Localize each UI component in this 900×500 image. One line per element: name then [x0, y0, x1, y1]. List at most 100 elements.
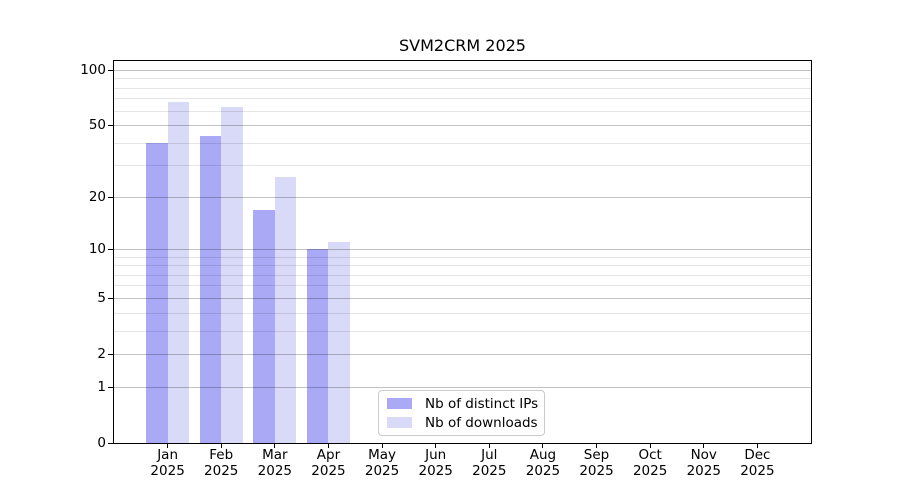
gridline-major	[114, 69, 811, 71]
x-tick-mark	[167, 443, 169, 448]
x-tick-year: 2025	[686, 462, 721, 479]
gridline-major	[114, 386, 811, 388]
bar-distinct-ips-feb	[199, 135, 222, 443]
y-tick-mark	[108, 297, 113, 299]
x-tick-month: Dec	[744, 447, 771, 463]
x-tick-label: Aug 2025	[513, 447, 573, 479]
gridlines-layer	[114, 61, 811, 443]
gridline-minor	[114, 87, 811, 89]
bar-distinct-ips-jan	[146, 143, 168, 443]
x-tick-year: 2025	[204, 462, 239, 479]
y-tick-mark	[108, 124, 113, 126]
bar-distinct-ips-mar	[253, 209, 275, 443]
legend-item-distinct-ips: Nb of distinct IPs	[387, 395, 539, 412]
x-tick-mark	[756, 443, 758, 448]
y-tick-mark	[108, 442, 113, 444]
bar-distinct-ips-apr	[307, 249, 329, 443]
gridline-major	[114, 196, 811, 198]
gridline-major	[114, 353, 811, 355]
legend-swatch-downloads	[387, 417, 412, 428]
gridline-major	[114, 248, 811, 250]
x-tick-mark	[381, 443, 383, 448]
gridline-minor	[114, 256, 811, 258]
x-tick-month: Jul	[481, 447, 498, 463]
legend-swatch-distinct-ips	[387, 398, 412, 409]
x-tick-mark	[542, 443, 544, 448]
x-tick-label: Jan 2025	[138, 447, 198, 479]
y-tick-label: 1	[97, 379, 106, 396]
x-tick-month: May	[368, 447, 397, 463]
x-tick-year: 2025	[740, 462, 775, 479]
y-tick-mark	[108, 353, 113, 355]
x-tick-mark	[596, 443, 598, 448]
x-tick-year: 2025	[579, 462, 614, 479]
x-tick-label: Feb 2025	[191, 447, 251, 479]
y-tick-label: 2	[97, 346, 106, 363]
gridline-major	[114, 124, 811, 126]
bar-downloads-apr	[328, 242, 350, 443]
gridline-minor	[114, 165, 811, 167]
x-tick-year: 2025	[364, 462, 400, 479]
x-tick-year: 2025	[418, 462, 453, 479]
gridline-minor	[114, 274, 811, 276]
x-tick-mark	[703, 443, 705, 448]
gridline-minor	[114, 312, 811, 314]
bar-downloads-feb	[221, 107, 243, 443]
x-tick-month: Nov	[690, 447, 717, 463]
gridline-minor	[114, 265, 811, 267]
x-tick-year: 2025	[311, 462, 346, 479]
x-tick-label: Jul 2025	[459, 447, 519, 479]
x-tick-label: Sep 2025	[567, 447, 627, 479]
y-tick-mark	[108, 69, 113, 71]
x-tick-label: Jun 2025	[406, 447, 466, 479]
x-tick-label: Nov 2025	[674, 447, 734, 479]
x-tick-year: 2025	[525, 462, 561, 479]
gridline-minor	[114, 285, 811, 287]
x-tick-mark	[327, 443, 329, 448]
y-tick-label: 100	[80, 62, 106, 79]
y-tick-mark	[108, 196, 113, 198]
y-tick-label: 0	[97, 435, 106, 451]
x-tick-month: Oct	[638, 447, 662, 463]
x-tick-month: Aug	[529, 447, 557, 463]
gridline-minor	[114, 142, 811, 144]
x-tick-mark	[220, 443, 222, 448]
y-tick-mark	[108, 386, 113, 388]
x-tick-mark	[274, 443, 276, 448]
gridline-minor	[114, 98, 811, 100]
legend-label-downloads: Nb of downloads	[425, 414, 538, 431]
y-tick-label: 5	[97, 290, 106, 307]
plot-area: Nb of distinct IPs Nb of downloads	[113, 60, 812, 444]
x-tick-year: 2025	[257, 462, 293, 479]
x-tick-month: Jan	[157, 447, 179, 463]
legend-item-downloads: Nb of downloads	[387, 414, 538, 431]
x-tick-label: Dec 2025	[727, 447, 787, 479]
x-tick-year: 2025	[632, 462, 668, 479]
bars-layer	[114, 61, 811, 443]
x-tick-year: 2025	[472, 462, 507, 479]
y-tick-label: 50	[88, 117, 106, 134]
x-tick-label: May 2025	[352, 447, 412, 479]
x-tick-month: Apr	[316, 447, 341, 463]
x-tick-mark	[435, 443, 437, 448]
x-tick-label: Oct 2025	[620, 447, 680, 479]
x-tick-year: 2025	[150, 462, 185, 479]
gridline-major	[114, 297, 811, 299]
x-tick-label: Mar 2025	[245, 447, 305, 479]
x-tick-mark	[488, 443, 490, 448]
gridline-minor	[114, 330, 811, 332]
gridline-minor	[114, 78, 811, 80]
legend-label-distinct-ips: Nb of distinct IPs	[425, 395, 539, 412]
y-tick-label: 10	[88, 241, 106, 258]
gridline-minor	[114, 110, 811, 112]
x-tick-month: Feb	[209, 447, 234, 463]
bar-downloads-jan	[167, 102, 190, 443]
y-tick-mark	[108, 248, 113, 250]
x-tick-month: Jun	[425, 447, 447, 463]
y-tick-label: 20	[88, 189, 106, 206]
bar-downloads-mar	[274, 176, 297, 443]
x-tick-month: Mar	[262, 447, 288, 463]
x-tick-mark	[649, 443, 651, 448]
x-tick-month: Sep	[583, 447, 610, 463]
